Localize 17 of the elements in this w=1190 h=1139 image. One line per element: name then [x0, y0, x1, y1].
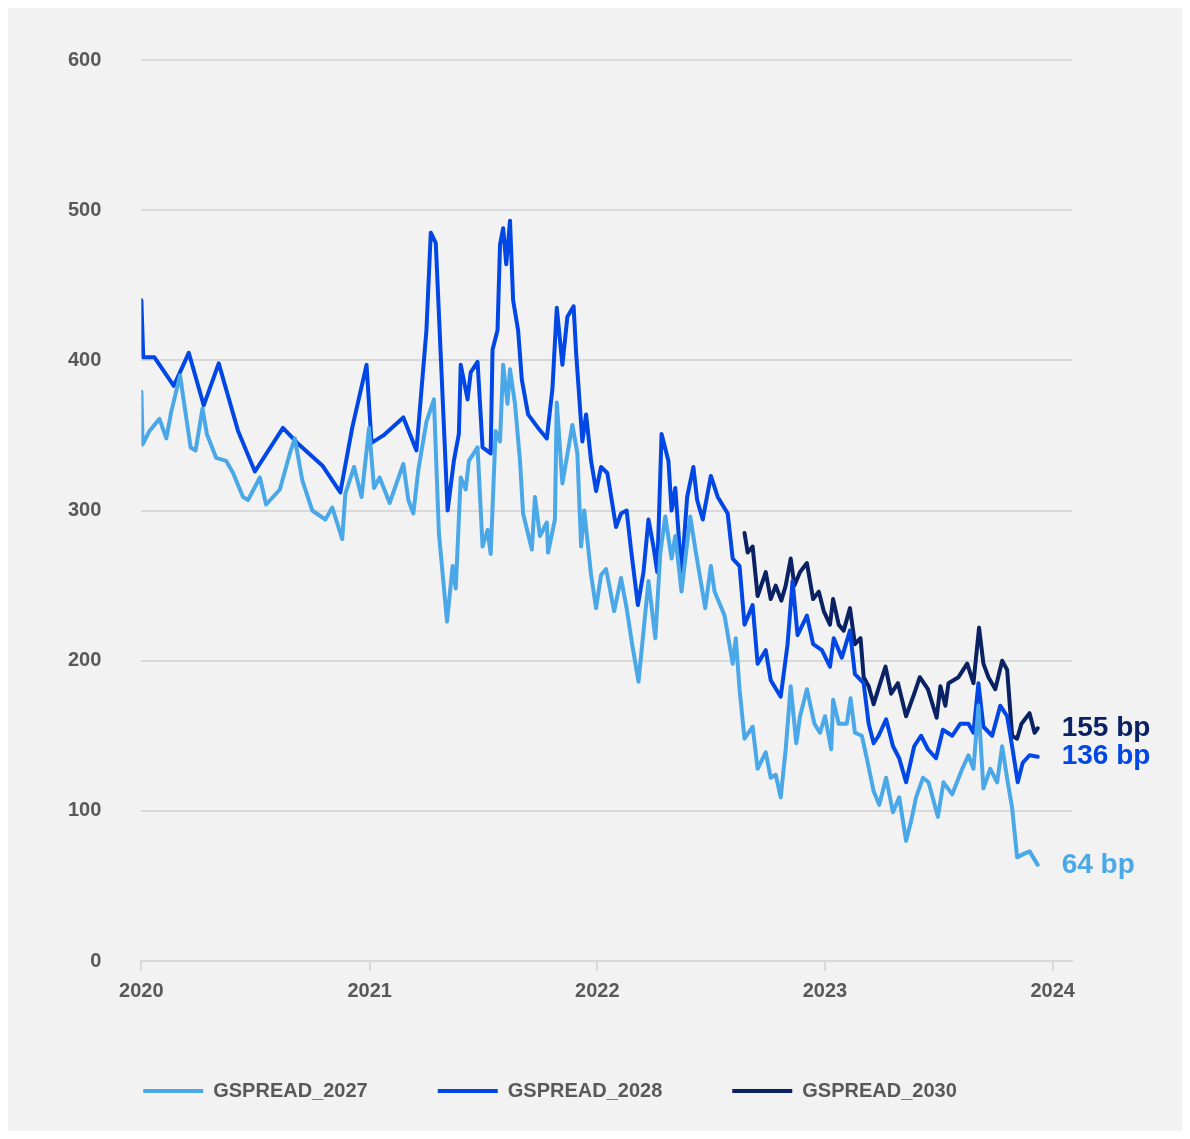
x-tick-label: 2024	[1030, 978, 1076, 1001]
y-tick-label: 200	[67, 648, 102, 671]
x-tick-label: 2023	[802, 978, 848, 1001]
y-tick-label: 0	[90, 948, 102, 971]
annotation: 155 bp	[1061, 710, 1151, 742]
legend-label: GSPREAD_2030	[802, 1078, 957, 1101]
y-tick-label: 500	[67, 197, 102, 220]
x-tick-label: 2022	[575, 978, 620, 1001]
annotation: 64 bp	[1061, 847, 1135, 879]
legend-label: GSPREAD_2027	[213, 1078, 368, 1101]
y-tick-label: 300	[67, 498, 102, 521]
x-tick-label: 2020	[119, 978, 164, 1001]
legend-label: GSPREAD_2028	[507, 1078, 663, 1101]
y-tick-label: 600	[67, 47, 102, 70]
y-tick-label: 400	[67, 347, 102, 370]
x-tick-label: 2021	[347, 978, 392, 1001]
y-tick-label: 100	[67, 798, 102, 821]
